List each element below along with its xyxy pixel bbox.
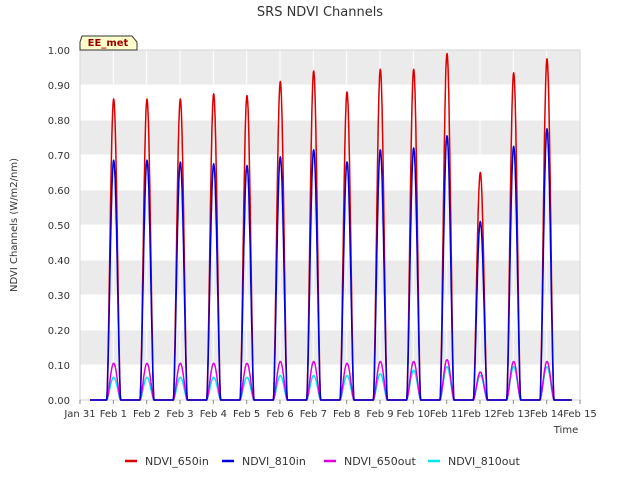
grid-band bbox=[80, 50, 580, 85]
station-badge-label: EE_met bbox=[88, 38, 129, 49]
legend-label: NDVI_810out bbox=[448, 455, 520, 468]
y-tick-label: 0.10 bbox=[48, 361, 70, 372]
grid-band bbox=[80, 330, 580, 365]
grid-band bbox=[80, 190, 580, 225]
grid-bands bbox=[80, 50, 580, 365]
grid-band bbox=[80, 260, 580, 295]
x-tick-label: Feb 7 bbox=[300, 409, 327, 420]
legend-item: NDVI_650in bbox=[125, 455, 209, 468]
y-axis-label: NDVI Channels (W/m2/nm) bbox=[9, 158, 20, 292]
x-tick-label: Jan 31 bbox=[63, 409, 95, 420]
y-tick-label: 0.30 bbox=[48, 291, 70, 302]
x-tick-label: Feb 13 bbox=[497, 409, 531, 420]
x-tick-label: Feb 9 bbox=[366, 409, 393, 420]
x-axis-ticks: Jan 31 Feb 1 Feb 2 Feb 3 Feb 4 Feb 5 Feb 6 Feb … bbox=[63, 400, 597, 420]
y-tick-label: 0.80 bbox=[48, 116, 70, 127]
y-tick-label: 0.60 bbox=[48, 186, 70, 197]
x-tick-label: Feb 5 bbox=[233, 409, 260, 420]
x-tick-label: Feb 10 bbox=[397, 409, 431, 420]
y-tick-label: 0.40 bbox=[48, 256, 70, 267]
x-axis-label: Time bbox=[553, 425, 578, 436]
x-tick-label: Feb 8 bbox=[333, 409, 360, 420]
legend: NDVI_650in NDVI_810in NDVI_650out NDVI_810o… bbox=[125, 455, 520, 468]
x-tick-label: Feb 12 bbox=[463, 409, 497, 420]
y-tick-label: 0.90 bbox=[48, 81, 70, 92]
series-line-ndvi-810in bbox=[90, 128, 572, 401]
series-lines bbox=[90, 52, 572, 401]
station-badge: EE_met bbox=[79, 35, 138, 51]
legend-label: NDVI_650in bbox=[145, 455, 209, 468]
x-tick-label: Feb 14 bbox=[530, 409, 564, 420]
chart-title: SRS NDVI Channels bbox=[257, 5, 383, 20]
legend-item: NDVI_650out bbox=[324, 455, 416, 468]
x-tick-label: Feb 4 bbox=[200, 409, 227, 420]
y-tick-label: 0.70 bbox=[48, 151, 70, 162]
y-tick-label: 1.00 bbox=[48, 46, 70, 57]
x-tick-label: Feb 6 bbox=[266, 409, 293, 420]
y-tick-label: 0.20 bbox=[48, 326, 70, 337]
legend-item: NDVI_810out bbox=[428, 455, 520, 468]
grid-band bbox=[80, 120, 580, 155]
y-axis-ticks: 0.00 0.10 0.20 0.30 0.40 0.50 0.60 0.70 0.80 0.90… bbox=[48, 46, 70, 407]
legend-item: NDVI_810in bbox=[222, 455, 306, 468]
x-tick-label: Feb 15 bbox=[563, 409, 597, 420]
legend-label: NDVI_810in bbox=[242, 455, 306, 468]
y-tick-label: 0.50 bbox=[48, 221, 70, 232]
legend-label: NDVI_650out bbox=[344, 455, 416, 468]
x-tick-label: Feb 3 bbox=[166, 409, 193, 420]
gridlines bbox=[79, 49, 581, 401]
x-tick-label: Feb 1 bbox=[100, 409, 127, 420]
x-tick-label: Feb 11 bbox=[430, 409, 464, 420]
y-tick-label: 0.00 bbox=[48, 396, 70, 407]
x-tick-label: Feb 2 bbox=[133, 409, 160, 420]
